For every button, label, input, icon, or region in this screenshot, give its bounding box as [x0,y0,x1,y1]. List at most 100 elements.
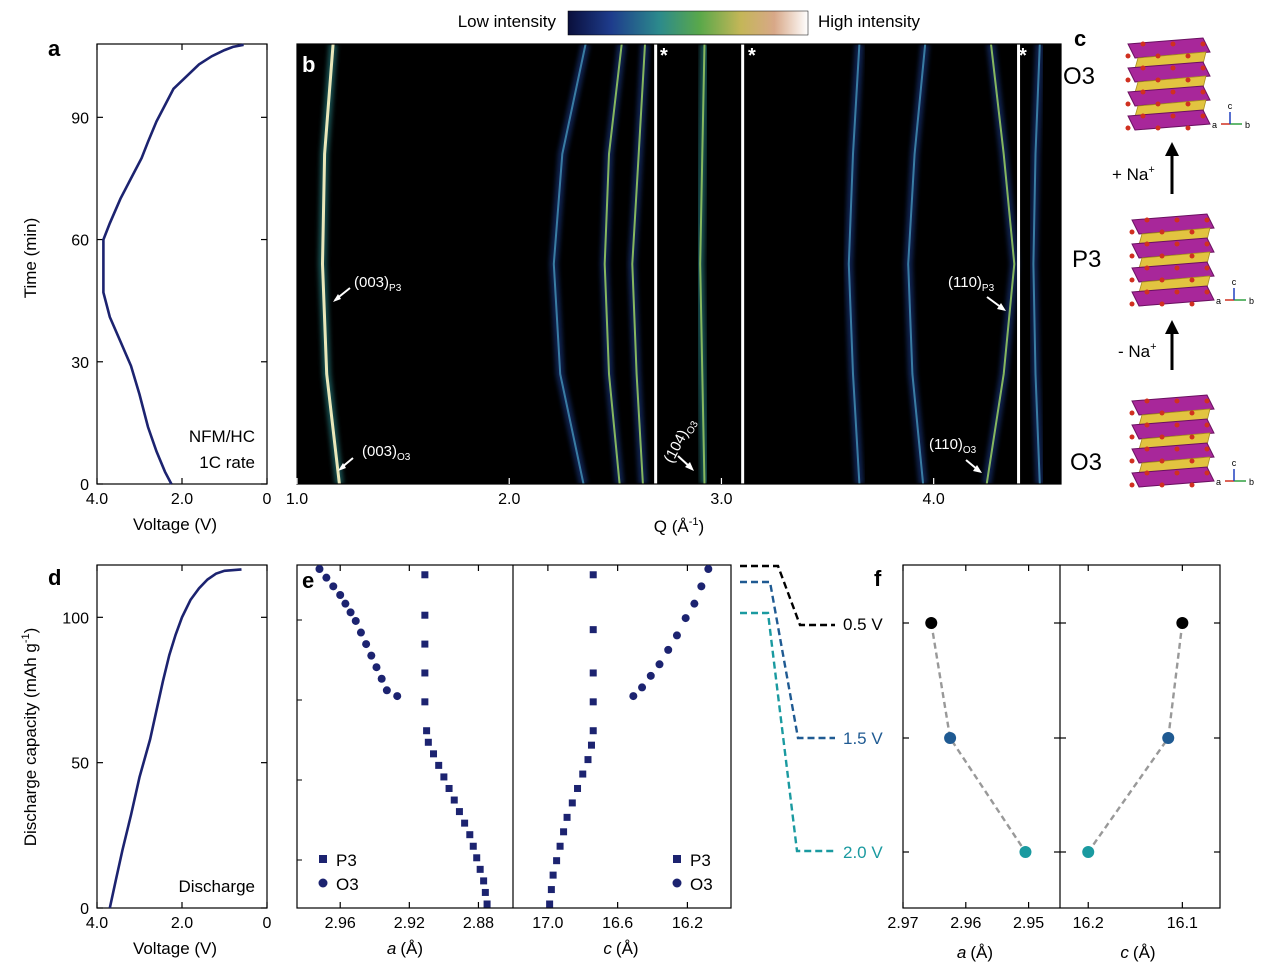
f-a-point [944,732,957,744]
oxygen-atom [1125,101,1131,107]
a-y-axis-title: Time (min) [21,218,40,299]
oxygen-atom [1204,217,1210,223]
e-c-o3-point [672,631,681,640]
oxygen-atom [1129,229,1135,235]
a-x-axis-title: Voltage (V) [133,515,217,534]
panel-label-d: d [48,565,61,590]
panel-f: 2.97 2.96 2.95 16.2 16.1 a (Å) c (Å) [887,564,1221,962]
oxygen-atom [1170,89,1176,95]
e-a-x-tick-label: 2.92 [394,915,425,932]
e-a-p3-point [435,761,443,769]
phase-label-mid: P3 [1072,246,1101,273]
a-y-tick-label: 60 [71,233,89,250]
d-y-tick-label: 50 [71,756,89,773]
peak-trace [907,44,927,484]
e-a-p3-point [481,888,489,896]
e-c-p3-point [584,756,592,764]
e-a-p3-point [473,854,481,862]
oxygen-atom [1144,265,1150,271]
e-c-o3-point [697,582,706,591]
e-a-p3-point [423,727,431,735]
transition-metal-octahedra-layer [1131,442,1215,464]
f-a-point [1019,846,1032,858]
e-a-p3-point [466,831,474,839]
e-c-p3-point [587,741,595,749]
oxygen-atom [1200,113,1206,119]
e-a-o3-point [351,616,360,625]
e-a-p3-point [450,796,458,804]
f-a-x-tick-label: 2.97 [887,915,918,932]
oxygen-atom [1204,470,1210,476]
oxygen-atom [1155,77,1161,83]
peak-trace [321,44,341,484]
e-a-p3-point [480,877,488,885]
legend-o3-label: O3 [336,875,359,894]
e-c-p3-point [589,727,597,735]
e-a-o3-point [372,663,381,672]
heatmap-background [297,44,1061,484]
oxygen-atom [1204,422,1210,428]
oxygen-atom [1125,53,1131,59]
legend-square-marker [673,855,681,863]
discharge-arrow [1165,320,1179,370]
e-a-o3-point [336,590,345,599]
oxygen-atom [1159,253,1165,259]
e-a-o3-point [356,628,365,637]
e-c-o3-point [646,671,655,680]
a-x-tick-label: 2.0 [171,491,193,508]
colorbar-high-label: High intensity [818,12,921,31]
d-y-axis-title: Discharge capacity (mAh g-1) [20,628,40,847]
e-a-p3-point [421,640,429,648]
peak-trace [985,44,1016,484]
transition-metal-octahedra-layer [1127,85,1211,107]
oxygen-atom [1159,229,1165,235]
oxygen-atom [1204,289,1210,295]
annotation-cell: NFM/HC [189,427,255,446]
oxygen-atom [1144,398,1150,404]
e-c-o3-point [629,692,638,701]
voltage-time-curve [102,43,244,485]
e-c-p3-point [574,784,582,792]
oxygen-atom [1129,410,1135,416]
voltage-label-0-5v: 0.5 V [843,615,883,634]
e-a-o3-point [393,692,402,701]
transition-metal-octahedra-layer [1131,285,1215,307]
axis-c-label: c [1232,458,1237,468]
oxygen-atom [1185,77,1191,83]
e-a-p3-point [421,611,429,619]
panel-label-f: f [874,566,882,591]
axis-c-label: c [1232,277,1237,287]
e-a-p3-point [430,750,438,758]
charge-arrow [1165,142,1179,194]
d-x-tick-label: 0 [263,915,272,932]
e-c-x-tick-label: 16.6 [602,915,633,932]
e-c-o3-point [681,614,690,623]
svg-text:(003)P3: (003)P3 [354,274,402,294]
e-c-p3-point [560,828,568,836]
f-a-point [925,617,938,629]
a-y-tick-label: 90 [71,110,89,127]
e-c-axis-title: c (Å) [603,939,638,958]
legend-circle-marker [318,878,328,888]
oxygen-atom [1174,217,1180,223]
e-a-o3-point [367,651,376,660]
f-c-x-tick-label: 16.2 [1073,915,1104,932]
e-c-x-tick-label: 17.0 [532,915,563,932]
e-a-p3-point [455,808,463,816]
oxygen-atom [1129,458,1135,464]
oxygen-atom [1144,241,1150,247]
e-a-x-tick-label: 2.88 [463,915,494,932]
a-x-tick-label: 4.0 [86,491,108,508]
e-c-o3-point [690,599,699,608]
oxygen-atom [1189,229,1195,235]
oxygen-atom [1189,301,1195,307]
e-a-p3-point [421,571,429,579]
oxygen-atom [1185,101,1191,107]
e-a-o3-point [382,686,391,695]
axis-a-label: a [1216,477,1221,487]
panel-e: 2.96 2.92 2.88 17.0 16.6 16.2 P3 O3 P3 O3 a (Å… [296,564,732,958]
peak-trace [603,44,623,484]
step-line-1-5v [740,580,835,740]
crystal-structure: a b c [1129,394,1254,488]
oxygen-atom [1204,241,1210,247]
